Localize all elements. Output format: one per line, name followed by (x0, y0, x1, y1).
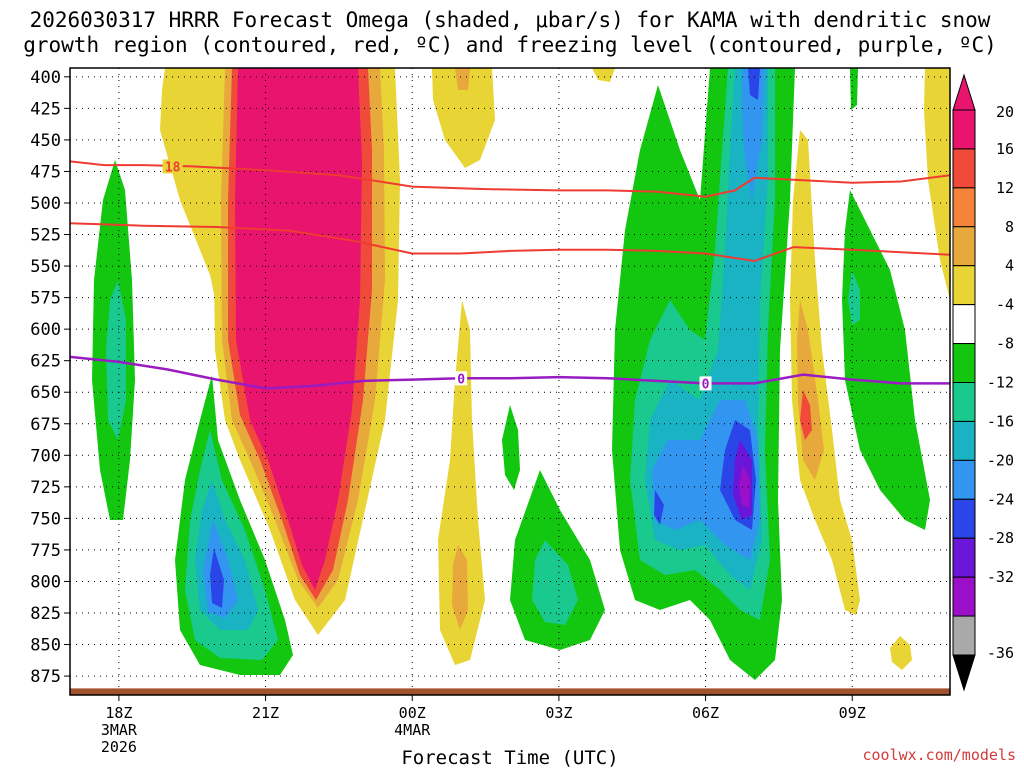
x-tick-label: 09Z (839, 704, 866, 722)
chart-title-line1: 2026030317 HRRR Forecast Omega (shaded, … (30, 8, 991, 32)
colorbar-swatch (952, 382, 976, 422)
y-tick-label: 725 (30, 478, 61, 498)
freezing-contour-label-bg (455, 371, 468, 386)
omega-region-yellow-far-right-col (790, 130, 860, 615)
omega-region-teal-far-left (106, 280, 126, 440)
omega-region-green-top-far-right (850, 68, 858, 110)
colorbar-tick-label: -36 (987, 644, 1014, 662)
omega-region-yellow-top-far-right (924, 68, 950, 300)
omega-region-yellow-small-blob (890, 636, 912, 670)
x-tick-date: 4MAR (394, 721, 431, 739)
omega-region-green-mid-small (502, 405, 520, 490)
x-tick-label: 18Z (105, 704, 132, 722)
y-tick-label: 750 (30, 509, 61, 529)
credit-text: coolwx.com/models (862, 746, 1016, 764)
colorbar-swatch (952, 148, 976, 189)
x-tick-year: 2026 (101, 738, 137, 756)
terrain-ground-strip (70, 688, 950, 695)
colorbar-tick-label: -4 (996, 296, 1014, 314)
colorbar: 20 16 12 8 4 -4 -8 -12 -16 -20 -24 -28 -32 -36 (952, 73, 1014, 692)
y-tick-label: 450 (30, 131, 61, 151)
colorbar-swatch (952, 420, 976, 461)
colorbar-tick-label: 12 (996, 179, 1014, 197)
y-axis: 400 425 450 475 500 525 550 575 600 625 650 675 700 7… (30, 68, 70, 687)
dgz-contour-label: 18 (165, 160, 181, 175)
omega-region-yellow-top-mid (432, 68, 495, 168)
colorbar-swatch (952, 576, 976, 617)
y-tick-label: 475 (30, 162, 61, 182)
colorbar-tick-label: -20 (987, 451, 1014, 469)
y-tick-label: 625 (30, 352, 61, 372)
colorbar-swatch (952, 304, 976, 345)
chart-title-line2: growth region (contoured, red, ºC) and f… (23, 33, 997, 57)
colorbar-swatch (952, 459, 976, 500)
y-tick-label: 700 (30, 446, 61, 466)
y-tick-label: 775 (30, 541, 61, 561)
colorbar-tick-label: -32 (987, 568, 1014, 586)
y-tick-label: 425 (30, 99, 61, 119)
colorbar-swatch (952, 615, 976, 656)
colorbar-swatch (952, 537, 976, 578)
omega-region-yellow-mid-spike (438, 300, 485, 665)
colorbar-tick-label: -24 (987, 490, 1014, 508)
y-tick-label: 600 (30, 320, 61, 340)
colorbar-swatch (952, 109, 976, 150)
x-tick-label: 03Z (545, 704, 572, 722)
colorbar-tick-label: -12 (987, 374, 1014, 392)
colorbar-tick-label: -8 (996, 335, 1014, 353)
omega-region-violet-right-main (739, 465, 750, 508)
x-tick-label: 06Z (692, 704, 719, 722)
y-tick-label: 525 (30, 226, 61, 246)
y-tick-label: 675 (30, 415, 61, 435)
omega-region-darkblue-lower-left (210, 548, 224, 608)
dgz-contour-label-bg (162, 159, 183, 174)
freezing-level-contour (70, 355, 950, 390)
x-tick-date: 3MAR (101, 721, 138, 739)
y-tick-label: 800 (30, 572, 61, 592)
colorbar-swatch (952, 498, 976, 539)
x-tick-label: 00Z (399, 704, 426, 722)
y-tick-label: 575 (30, 289, 61, 309)
omega-shading (92, 68, 950, 680)
omega-region-yellow-left (160, 68, 230, 360)
omega-region-green-far-right (842, 190, 930, 530)
dendritic-growth-lower-contour (70, 222, 950, 263)
omega-region-teal-mid-lower (532, 540, 578, 625)
colorbar-bottom-triangle (952, 654, 976, 692)
y-tick-label: 550 (30, 257, 61, 277)
omega-region-orange-mid-spike (452, 545, 468, 630)
freezing-contour-label: 0 (457, 372, 465, 387)
colorbar-swatch (952, 187, 976, 228)
grid (70, 68, 950, 695)
colorbar-tick-label: 8 (1005, 218, 1014, 236)
y-tick-label: 825 (30, 604, 61, 624)
omega-region-red-far-right-col (800, 390, 812, 440)
freezing-contour-label-2: 0 (702, 377, 710, 392)
colorbar-tick-label: -16 (987, 412, 1014, 430)
plot-area (70, 68, 950, 695)
colorbar-tick-label: 4 (1005, 257, 1014, 275)
colorbar-tick-label: 20 (996, 103, 1014, 121)
y-tick-label: 875 (30, 667, 61, 687)
omega-region-teal-far-right (848, 270, 860, 325)
colorbar-swatch (952, 265, 976, 306)
x-axis-label: Forecast Time (UTC) (401, 747, 618, 768)
colorbar-swatch (952, 226, 976, 267)
colorbar-top-triangle (952, 73, 976, 111)
plot-frame (69, 67, 951, 696)
y-tick-label: 500 (30, 194, 61, 214)
colorbar-tick-label: -28 (987, 529, 1014, 547)
colorbar-tick-label: 16 (996, 140, 1014, 158)
omega-region-orange-top-mid (455, 68, 470, 90)
omega-region-yellow-top-right (592, 68, 615, 82)
dendritic-growth-upper-contour (70, 160, 950, 198)
y-tick-label: 400 (30, 68, 61, 88)
x-tick-label: 21Z (252, 704, 279, 722)
y-tick-label: 850 (30, 636, 61, 656)
y-tick-label: 650 (30, 383, 61, 403)
freezing-contour-label-bg-2 (699, 376, 712, 391)
colorbar-swatch (952, 343, 976, 384)
